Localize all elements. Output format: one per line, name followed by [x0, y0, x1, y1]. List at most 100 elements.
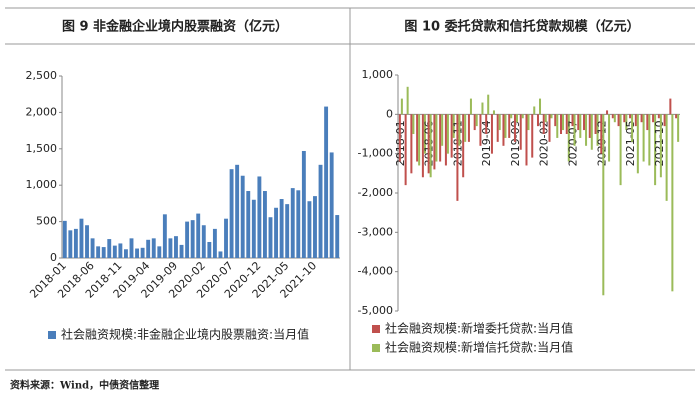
bar	[677, 114, 680, 142]
bar	[307, 201, 312, 258]
bar	[479, 114, 482, 146]
bar	[608, 114, 611, 162]
bar	[579, 114, 582, 138]
bar	[274, 207, 279, 258]
bar	[562, 114, 565, 131]
bar	[224, 218, 228, 258]
bar	[634, 114, 637, 127]
chart-title: 图 9 非金融企业境内股票融资（亿元）	[62, 19, 288, 35]
bar	[654, 114, 657, 186]
bar	[629, 114, 632, 119]
bar	[625, 114, 628, 131]
bar	[107, 239, 112, 258]
bar	[536, 114, 539, 127]
bar	[617, 114, 620, 127]
bar	[68, 230, 73, 258]
bar	[229, 169, 234, 258]
bar	[427, 114, 430, 174]
bar	[588, 114, 591, 138]
bar	[600, 114, 603, 154]
x-tick-label: 2021-05	[624, 120, 637, 166]
legend-label: 社会融资规模:新增信托贷款:当月值	[385, 340, 573, 355]
y-tick-label: -4,000	[358, 265, 393, 278]
source-note: 资料来源：Wind，中债资信整理	[10, 379, 159, 392]
y-tick-label: -5,000	[358, 304, 393, 317]
bar	[101, 247, 106, 258]
y-tick-label: -1,000	[358, 147, 393, 160]
bar	[421, 114, 424, 178]
bar	[519, 114, 522, 150]
bar	[513, 114, 516, 142]
bar	[400, 98, 403, 115]
bar	[324, 106, 329, 259]
bar	[542, 114, 545, 134]
bar	[508, 114, 511, 138]
legend-label: 社会融资规模:非金融企业境内股票融资:当月值	[61, 327, 309, 342]
bar	[296, 190, 301, 258]
bar	[398, 114, 401, 162]
bar	[613, 114, 616, 123]
bar	[623, 114, 626, 123]
bar	[550, 114, 553, 119]
bar	[556, 114, 559, 138]
bar	[469, 98, 472, 115]
legend-swatch	[48, 331, 56, 339]
bar	[527, 114, 530, 131]
bar	[268, 217, 273, 258]
bar	[521, 114, 524, 119]
bar	[129, 238, 134, 258]
x-tick-label: 2019-04	[480, 120, 493, 166]
bar	[212, 228, 217, 258]
bar	[444, 114, 447, 166]
y-tick-label: 1,000	[362, 68, 394, 81]
bar	[62, 220, 67, 258]
y-tick-label: 2,500	[26, 69, 58, 82]
bar	[606, 110, 609, 115]
y-tick-label: 1,000	[26, 178, 58, 191]
bar	[140, 247, 145, 258]
bar	[190, 220, 195, 258]
bar	[96, 246, 101, 258]
bar	[475, 114, 478, 127]
bar	[196, 213, 201, 258]
bar	[456, 114, 459, 201]
bar	[151, 238, 156, 258]
bar	[481, 102, 484, 115]
bar	[640, 114, 643, 123]
bar	[450, 114, 453, 158]
bar	[525, 114, 528, 166]
bar	[335, 215, 340, 258]
bar	[490, 114, 493, 154]
bar	[112, 245, 117, 258]
x-tick-label: 2019-09	[509, 120, 522, 166]
bar	[439, 114, 442, 162]
bar	[659, 114, 662, 178]
bar	[406, 86, 409, 115]
bar	[79, 218, 84, 258]
bar	[410, 114, 413, 174]
bar	[435, 114, 438, 162]
legend-label: 社会融资规模:新增委托贷款:当月值	[385, 321, 573, 336]
bar	[492, 110, 495, 115]
bar	[174, 236, 178, 258]
bar	[207, 241, 212, 258]
bar	[441, 114, 444, 146]
bar	[498, 114, 501, 131]
x-tick-label: 2021-10	[653, 120, 666, 166]
bar	[485, 114, 488, 134]
bar	[262, 191, 267, 258]
bar	[573, 114, 576, 146]
y-tick-label: -2,000	[358, 186, 393, 199]
x-tick-label: 2020-07	[567, 120, 580, 166]
legend-swatch	[372, 344, 380, 352]
bar	[504, 114, 507, 138]
bar	[565, 114, 568, 134]
bar	[585, 114, 588, 146]
bar	[554, 114, 557, 127]
bar	[240, 175, 245, 258]
bar	[157, 246, 162, 258]
bar	[135, 248, 140, 258]
bar	[496, 114, 499, 142]
bar	[675, 114, 678, 119]
bar	[510, 114, 513, 119]
